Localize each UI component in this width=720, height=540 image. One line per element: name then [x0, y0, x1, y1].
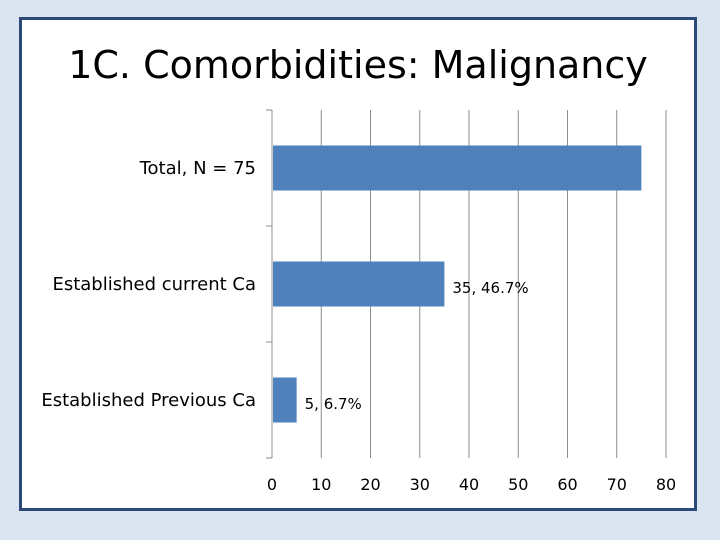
x-tick-label: 80 [656, 475, 676, 494]
x-tick-label: 0 [267, 475, 277, 494]
bar [273, 261, 445, 307]
bar [273, 145, 642, 191]
x-tick-label: 20 [360, 475, 380, 494]
slide: 1C. Comorbidities: Malignancy [19, 17, 697, 511]
data-label: 5, 6.7% [305, 395, 362, 413]
x-tick-label: 50 [508, 475, 528, 494]
x-tick-label: 60 [557, 475, 577, 494]
slide-title: 1C. Comorbidities: Malignancy [68, 43, 648, 87]
data-label: 35, 46.7% [452, 279, 528, 297]
category-label: Established Previous Ca [41, 390, 256, 411]
x-tick-label: 70 [607, 475, 627, 494]
bars [273, 145, 642, 423]
labels: 0 10 20 30 40 50 60 70 80 Total, N = 75 Establishe… [41, 158, 676, 494]
x-tick-label: 40 [459, 475, 479, 494]
x-tick-label: 10 [311, 475, 331, 494]
bar [273, 377, 297, 423]
x-tick-label: 30 [410, 475, 430, 494]
category-label: Established current Ca [52, 274, 256, 295]
axes [266, 109, 273, 459]
category-label: Total, N = 75 [139, 158, 256, 179]
